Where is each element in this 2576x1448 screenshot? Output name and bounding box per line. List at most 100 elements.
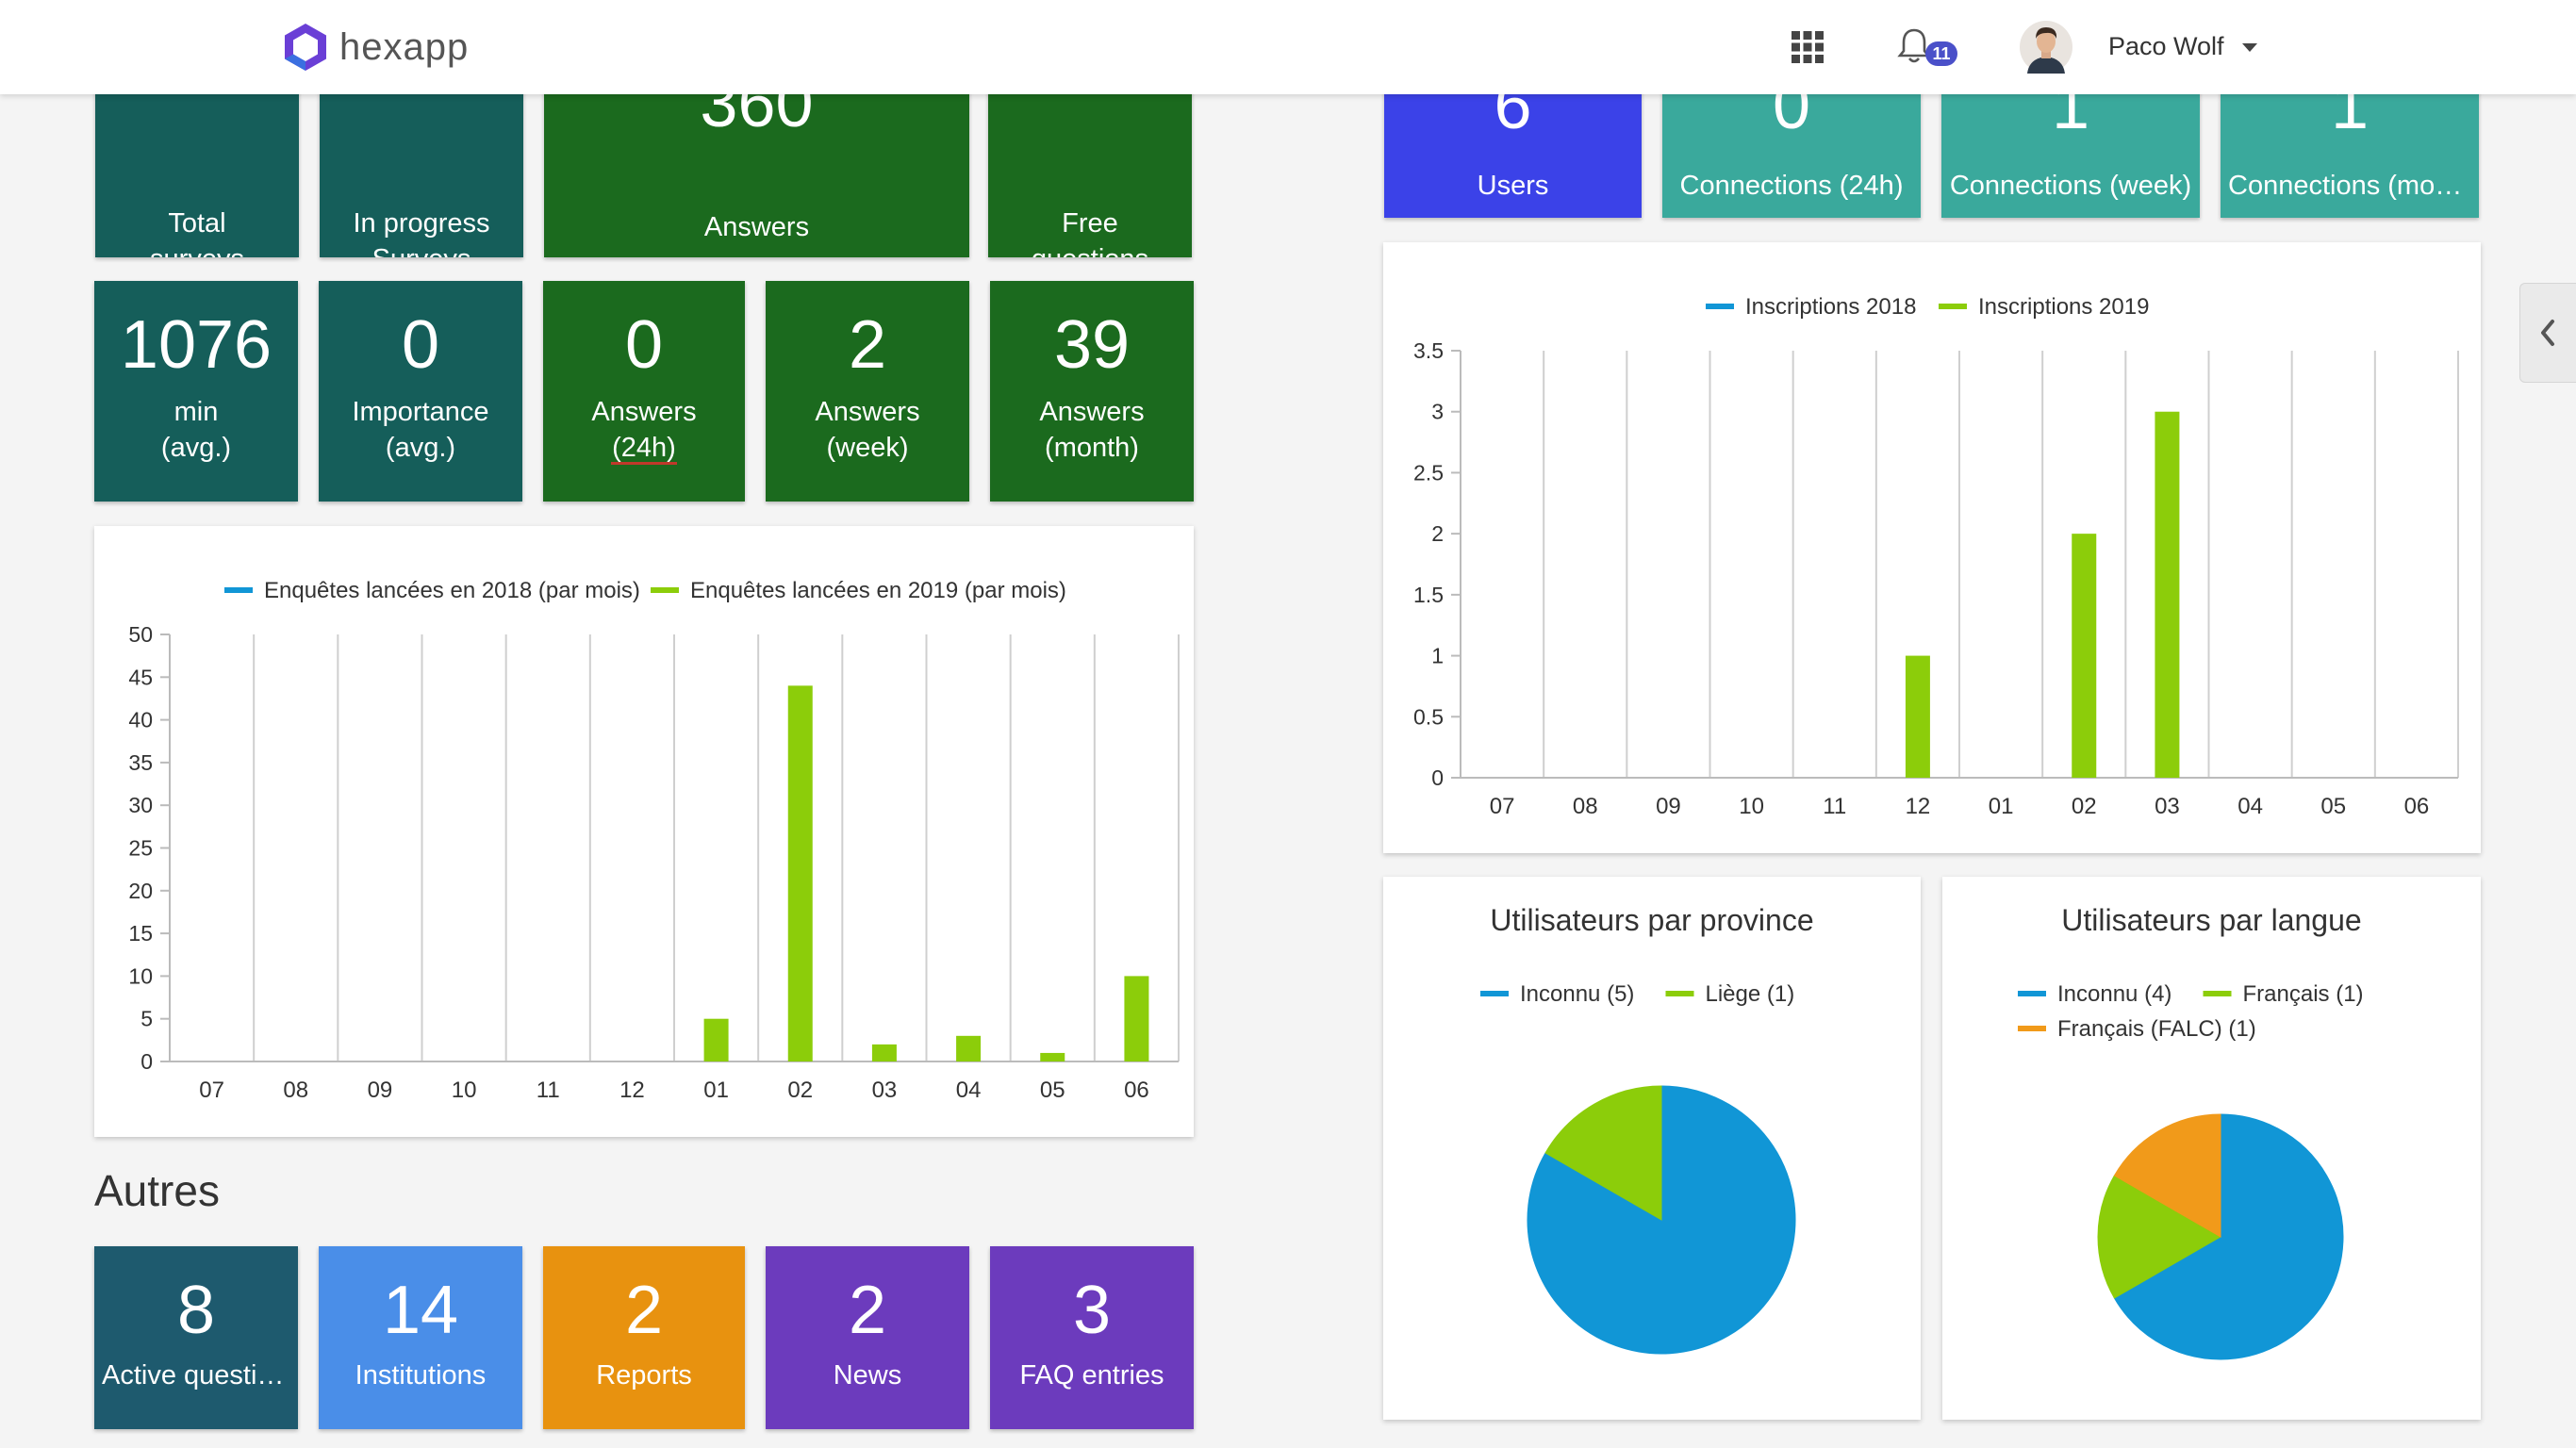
province-pie-card: Utilisateurs par province Inconnu (5) Lièg… xyxy=(1383,877,1921,1420)
brand[interactable]: hexapp xyxy=(279,21,469,74)
legend-swatch xyxy=(1939,304,1967,309)
y-tick-label: 45 xyxy=(128,665,153,689)
tile-label: Total xyxy=(168,208,226,239)
language-pie-chart: Utilisateurs par langue Inconnu (4) França… xyxy=(2018,903,2364,1360)
tile-active-questions[interactable]: 8 Active questions xyxy=(94,1246,298,1429)
tile-avg-importance[interactable]: 0 Importance (avg.) xyxy=(319,281,522,502)
spellcheck-underline xyxy=(611,462,677,465)
tile-news[interactable]: 2 News xyxy=(766,1246,969,1429)
tile-value: 1076 xyxy=(120,307,272,383)
x-tick-label: 11 xyxy=(537,1078,560,1103)
x-tick-label: 05 xyxy=(2320,794,2346,819)
x-tick-label: 09 xyxy=(368,1078,393,1103)
legend-swatch xyxy=(2203,991,2232,996)
legend-swatch xyxy=(2018,991,2046,996)
legend-label: Liège (1) xyxy=(1706,981,1795,1007)
tile-answers-month[interactable]: 39 Answers (month) xyxy=(990,281,1194,502)
tile-label: Answers xyxy=(815,397,920,427)
legend-label: Français (1) xyxy=(2243,981,2364,1007)
y-tick-label: 35 xyxy=(128,750,153,775)
tile-reports[interactable]: 2 Reports xyxy=(543,1246,745,1429)
y-tick-label: 3 xyxy=(1431,400,1444,424)
y-tick-label: 15 xyxy=(128,921,153,946)
legend-label: Enquêtes lancées en 2018 (par mois) xyxy=(264,578,640,603)
x-tick-label: 12 xyxy=(619,1078,645,1103)
bar xyxy=(956,1035,982,1061)
top-navbar: hexapp 11 Paco Wolf xyxy=(0,0,2576,94)
tile-institutions[interactable]: 14 Institutions xyxy=(319,1246,522,1429)
tile-label: Institutions xyxy=(355,1360,487,1390)
y-tick-label: 1 xyxy=(1431,644,1444,668)
user-avatar[interactable] xyxy=(2020,21,2072,74)
sidebar-toggle-button[interactable] xyxy=(2519,283,2576,383)
tile-label: Connections (month) xyxy=(2228,171,2471,201)
grid-apps-icon[interactable] xyxy=(1792,31,1824,63)
x-tick-label: 08 xyxy=(1573,794,1598,819)
legend-label: Français (FALC) (1) xyxy=(2057,1016,2256,1042)
tile-value: 0 xyxy=(624,307,664,383)
legend-label: Inscriptions 2018 xyxy=(1745,294,1916,320)
tile-value: 2 xyxy=(848,307,887,383)
y-tick-label: 25 xyxy=(128,836,153,861)
surveys-chart-card: Enquêtes lancées en 2018 (par mois) Enquê… xyxy=(94,526,1194,1137)
tile-label: min xyxy=(173,397,219,427)
tile-label: Users xyxy=(1477,171,1549,201)
pie-slice xyxy=(2097,1175,2221,1299)
legend-swatch xyxy=(1706,304,1734,309)
tile-answers-24h[interactable]: 0 Answers (24h) xyxy=(543,281,745,502)
y-tick-label: 50 xyxy=(128,622,153,647)
bar xyxy=(787,685,813,1061)
tile-label: (24h) xyxy=(612,433,676,463)
y-tick-label: 30 xyxy=(128,793,153,817)
hexagon-logo-icon xyxy=(285,24,326,71)
bell-icon xyxy=(1897,28,1931,63)
tile-label: Answers xyxy=(703,212,810,242)
x-tick-label: 06 xyxy=(2404,794,2430,819)
legend-label: Inconnu (5) xyxy=(1520,981,1634,1007)
tile-label: (month) xyxy=(1045,433,1139,463)
tile-label: Connections (week) xyxy=(1949,171,2192,201)
notifications-button[interactable]: 11 xyxy=(1897,26,1959,68)
y-tick-label: 40 xyxy=(128,708,153,732)
tile-faq-entries[interactable]: 3 FAQ entries xyxy=(990,1246,1194,1429)
x-tick-label: 03 xyxy=(2155,794,2180,819)
pie-title: Utilisateurs par langue xyxy=(2061,903,2361,937)
y-tick-label: 10 xyxy=(128,963,153,988)
y-tick-label: 3.5 xyxy=(1413,338,1444,363)
caret-down-icon[interactable] xyxy=(2242,43,2257,52)
tile-label: questions xyxy=(996,241,1184,257)
tile-value: 0 xyxy=(401,307,440,383)
tile-value: 8 xyxy=(176,1273,216,1348)
tile-avg-minutes[interactable]: 1076 min (avg.) xyxy=(94,281,298,502)
bar xyxy=(1905,655,1930,778)
legend-swatch xyxy=(1665,991,1694,996)
legend-swatch xyxy=(2018,1026,2046,1031)
tile-label: (avg.) xyxy=(160,433,232,463)
user-name[interactable]: Paco Wolf xyxy=(2108,32,2224,60)
tile-label: (avg.) xyxy=(385,433,456,463)
y-tick-label: 5 xyxy=(140,1007,153,1031)
bar xyxy=(2155,411,2180,778)
tile-label: Importance xyxy=(352,397,489,427)
x-tick-label: 10 xyxy=(1739,794,1764,819)
tile-value: 39 xyxy=(1053,307,1131,383)
tile-label: surveys xyxy=(103,241,291,257)
tile-answers-week[interactable]: 2 Answers (week) xyxy=(766,281,969,502)
brand-name: hexapp xyxy=(339,25,470,68)
bar xyxy=(1040,1052,1065,1061)
legend-label: Inscriptions 2019 xyxy=(1978,294,2149,320)
province-pie-chart: Utilisateurs par province Inconnu (5) Lièg… xyxy=(1480,903,1814,1355)
bar xyxy=(1124,976,1149,1061)
bar xyxy=(703,1018,729,1061)
bar xyxy=(2072,534,2097,778)
language-pie-card: Utilisateurs par langue Inconnu (4) França… xyxy=(1942,877,2481,1420)
x-tick-label: 10 xyxy=(452,1078,477,1103)
y-tick-label: 0.5 xyxy=(1413,704,1444,729)
x-tick-label: 08 xyxy=(283,1078,308,1103)
x-tick-label: 12 xyxy=(1906,794,1931,819)
tile-label: In progress xyxy=(353,208,490,239)
x-tick-label: 05 xyxy=(1040,1078,1065,1103)
bar xyxy=(871,1044,897,1061)
x-tick-label: 04 xyxy=(956,1078,982,1103)
tile-label: Surveys xyxy=(327,241,516,257)
